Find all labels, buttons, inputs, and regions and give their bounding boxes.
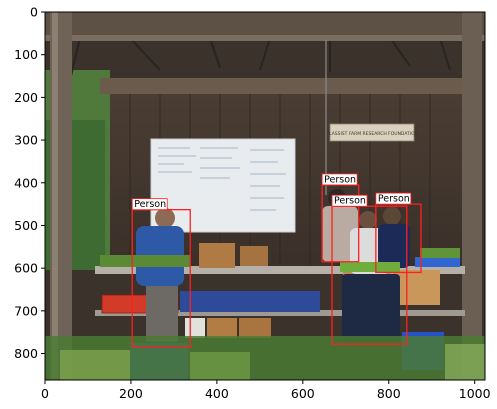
whiteboard xyxy=(150,138,296,233)
y-tick-label: 300 xyxy=(14,133,38,148)
detection-label: Person xyxy=(134,199,166,210)
detection-label: Person xyxy=(334,196,366,207)
vegetables-far-right xyxy=(420,248,460,258)
y-axis: 0 100 200 300 400 500 600 700 800 xyxy=(14,5,45,361)
detection-label: Person xyxy=(324,174,356,185)
farm-sign xyxy=(329,123,415,142)
cross-beam xyxy=(100,78,470,94)
detection-box xyxy=(331,205,408,345)
y-tick-label: 400 xyxy=(14,175,38,190)
axes-frame xyxy=(44,11,486,381)
roof-beam xyxy=(45,35,485,41)
x-tick-label: 0 xyxy=(41,386,49,401)
ground-plants-light xyxy=(60,350,130,380)
detection-boxes: Person Person Person Person xyxy=(131,173,422,348)
table-lower xyxy=(95,310,465,316)
photo: CLASSIST FARM RESEARCH FOUNDATION xyxy=(45,12,485,380)
lower-basket-1 xyxy=(207,318,237,338)
basket-2 xyxy=(240,246,268,266)
ground-plants-mid xyxy=(190,352,250,380)
detection-label-bg xyxy=(331,194,368,207)
person-4-figure xyxy=(378,207,410,268)
x-tick-label: 600 xyxy=(291,386,315,401)
white-bucket xyxy=(185,318,205,338)
vegetables-left xyxy=(100,255,190,267)
ground-plants-right xyxy=(445,344,485,380)
x-tick-label: 400 xyxy=(205,386,229,401)
y-tick-label: 200 xyxy=(14,90,38,105)
left-post-highlight xyxy=(52,12,58,380)
y-tick-label: 800 xyxy=(14,346,38,361)
table-top xyxy=(95,266,465,274)
vegetables-right xyxy=(340,262,400,272)
blue-crates xyxy=(180,291,320,312)
x-tick-label: 1000 xyxy=(459,386,491,401)
y-tick-label: 700 xyxy=(14,303,38,318)
blue-tray-right xyxy=(415,257,460,267)
y-tick-label: 500 xyxy=(14,218,38,233)
detection-label-bg xyxy=(375,192,412,205)
detection-label-bg xyxy=(321,173,358,186)
right-post xyxy=(462,12,482,380)
x-tick-label: 800 xyxy=(377,386,401,401)
y-tick-label: 0 xyxy=(30,5,38,20)
lower-basket-2 xyxy=(239,318,271,338)
detection-label: Person xyxy=(378,194,410,205)
x-axis: 0 200 400 600 800 1000 xyxy=(41,380,491,401)
detection-label-bg xyxy=(131,198,168,211)
farm-sign-text: CLASSIST FARM RESEARCH FOUNDATION xyxy=(326,131,418,137)
basket-1 xyxy=(199,243,235,268)
y-tick-label: 100 xyxy=(14,47,38,62)
roof xyxy=(45,12,485,38)
y-tick-label: 600 xyxy=(14,261,38,276)
whiteboard-writing xyxy=(158,147,286,211)
basket-4 xyxy=(393,270,440,305)
x-tick-label: 200 xyxy=(119,386,143,401)
